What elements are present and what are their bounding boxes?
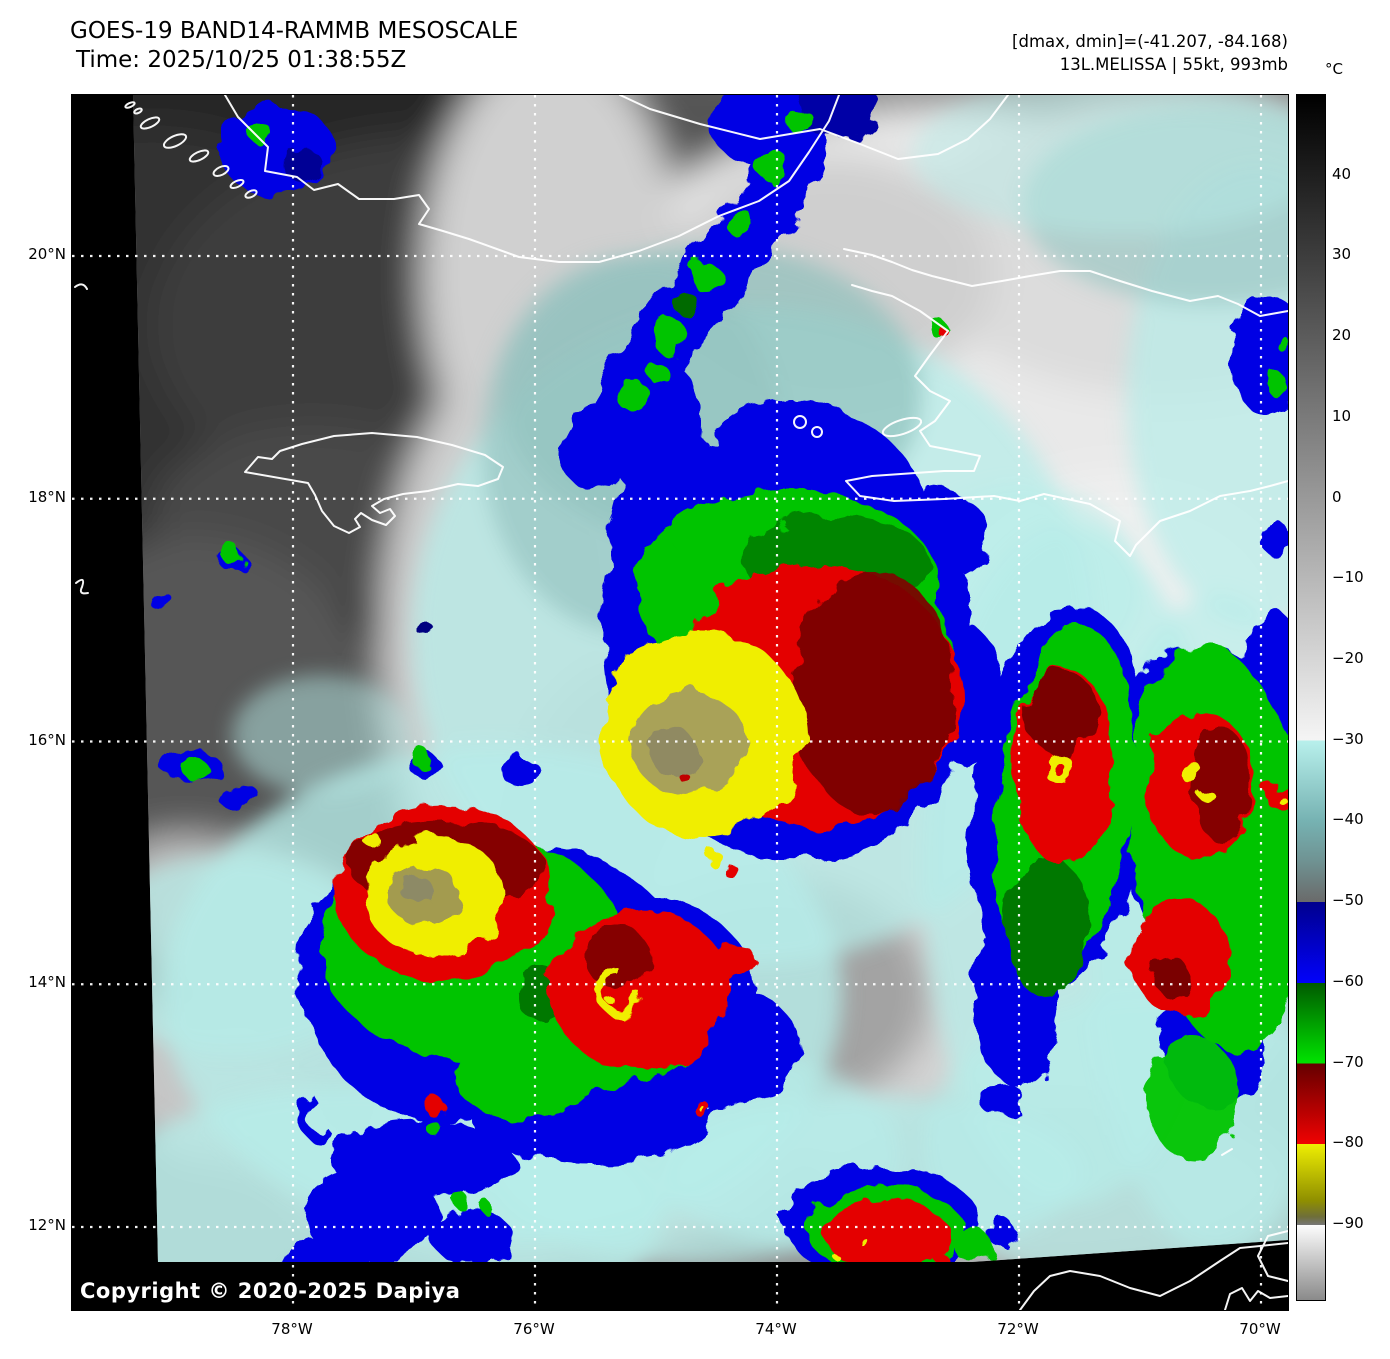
colorbar-tick: −70 — [1332, 1052, 1364, 1071]
colorbar-tick: −60 — [1332, 971, 1364, 990]
enhanced-convection — [148, 95, 1288, 1262]
longitude-tick: 72°W — [997, 1320, 1039, 1338]
longitude-tick: 78°W — [271, 1320, 313, 1338]
coast-cayman-cays — [124, 101, 258, 199]
colorbar-tick: −30 — [1332, 729, 1364, 748]
coast-islet — [793, 415, 807, 429]
colorbar-tick: 40 — [1332, 164, 1352, 183]
satellite-scene — [72, 95, 1288, 1310]
colorbar-tick: −20 — [1332, 648, 1364, 667]
coast-cuba-north — [619, 95, 1009, 160]
longitude-tick: 74°W — [755, 1320, 797, 1338]
sector-imagery — [133, 95, 1288, 1262]
coast-hispaniola-west-south — [845, 284, 1288, 557]
satellite-map — [71, 94, 1289, 1311]
dmax-dmin-label: [dmax, dmin]=(-41.207, -84.168) — [1012, 32, 1288, 51]
coast-guajira-loop — [1257, 1230, 1288, 1282]
colorbar-unit-label: °C — [1325, 60, 1343, 78]
colorbar-tick: −10 — [1332, 568, 1364, 587]
page-title: GOES-19 BAND14-RAMMB MESOSCALE — [70, 18, 519, 44]
latitude-tick: 20°N — [28, 245, 66, 263]
longitude-tick: 70°W — [1239, 1320, 1281, 1338]
copyright-label: Copyright © 2020-2025 Dapiya — [80, 1279, 461, 1303]
coast-guajira-detail — [1224, 1287, 1288, 1310]
colorbar-tick: −90 — [1332, 1213, 1364, 1232]
latitude-tick: 12°N — [28, 1216, 66, 1234]
coast-islet — [811, 426, 823, 438]
coast-left-mark — [75, 578, 89, 595]
storm-meta-block: [dmax, dmin]=(-41.207, -84.168) 13L.MELI… — [1012, 30, 1288, 76]
longitude-tick: 76°W — [513, 1320, 555, 1338]
coast-aruba-dash — [1221, 1148, 1233, 1156]
coast-left-mark — [74, 283, 88, 290]
coastlines — [74, 95, 1288, 1310]
timestamp-label: Time: 2025/10/25 01:38:55Z — [76, 47, 407, 73]
coast-gonave-island — [881, 416, 923, 438]
colorbar-tick: −40 — [1332, 810, 1364, 829]
colorbar-tick: 20 — [1332, 326, 1352, 345]
colorbar-tick: 30 — [1332, 245, 1352, 264]
temperature-colorbar — [1296, 94, 1326, 1301]
coast-south-america — [1019, 1242, 1288, 1310]
colorbar-tick: 0 — [1332, 487, 1342, 506]
colorbar-tick: −80 — [1332, 1133, 1364, 1152]
storm-status-label: 13L.MELISSA | 55kt, 993mb — [1059, 55, 1288, 74]
colorbar-tick: 10 — [1332, 406, 1352, 425]
latitude-tick: 14°N — [28, 973, 66, 992]
coast-hispaniola-north — [843, 248, 1288, 317]
latitude-tick: 18°N — [28, 487, 66, 506]
colorbar-tick: −50 — [1332, 891, 1364, 910]
coast-cuba-south — [224, 95, 840, 263]
coast-jamaica — [244, 432, 504, 534]
latitude-tick: 16°N — [28, 730, 66, 749]
